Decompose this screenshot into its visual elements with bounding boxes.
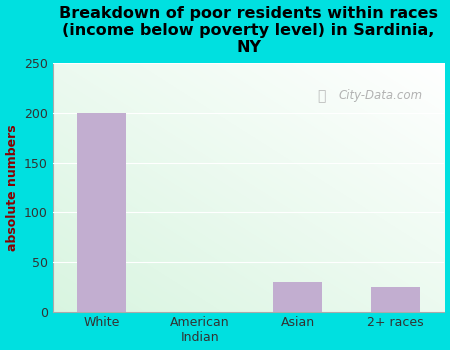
Bar	[371, 287, 420, 312]
Text: ⓘ: ⓘ	[317, 89, 325, 103]
Bar	[77, 113, 126, 312]
Title: Breakdown of poor residents within races
(income below poverty level) in Sardini: Breakdown of poor residents within races…	[59, 6, 438, 55]
Bar	[273, 282, 322, 312]
Y-axis label: absolute numbers: absolute numbers	[5, 124, 18, 251]
Text: City-Data.com: City-Data.com	[339, 89, 423, 102]
